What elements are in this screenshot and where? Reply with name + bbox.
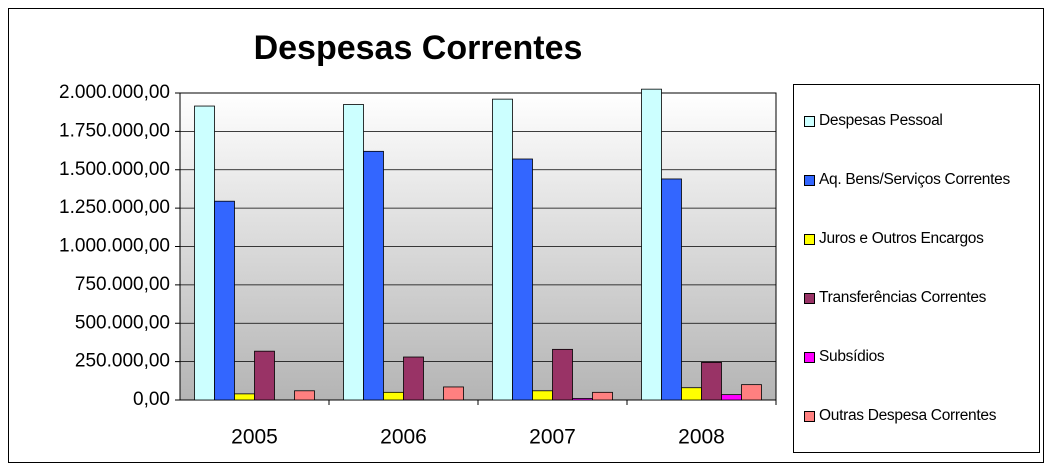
legend-label: Outras Despesa Correntes [819,407,997,425]
legend-swatch [804,115,815,127]
y-tick-label: 2.000.000,00 [59,82,170,103]
bar [443,386,464,401]
bar [234,393,255,401]
bar [592,391,613,401]
legend-item: Despesas Pessoal [804,112,1035,130]
y-tick-label: 750.000,00 [75,274,170,295]
bar [363,150,384,401]
legend-label: Juros e Outros Encargos [819,229,984,247]
x-tick-label: 2007 [529,426,576,449]
bar [254,350,275,401]
bar [641,88,662,401]
legend-item: Transferências Correntes [804,289,1035,307]
bar [741,384,762,401]
bar [721,394,742,401]
legend-item: Aq. Bens/Serviços Correntes [804,171,1035,189]
bar [701,361,722,401]
bar [532,390,553,401]
legend-label: Despesas Pessoal [819,111,943,129]
bar [294,390,315,401]
legend-swatch [804,233,815,245]
y-tick-label: 1.250.000,00 [59,197,170,218]
legend-swatch [804,411,815,423]
y-tick-label: 250.000,00 [75,351,170,372]
legend-swatch [804,174,815,186]
legend-swatch [804,293,815,305]
x-tick-label: 2008 [678,426,725,449]
bar [403,356,424,401]
x-tick-label: 2005 [231,426,278,449]
legend-swatch [804,352,815,364]
legend-item: Juros e Outros Encargos [804,230,1035,248]
bar [343,104,364,401]
y-tick-label: 500.000,00 [75,312,170,333]
y-tick-label: 1.750.000,00 [59,120,170,141]
x-tick-label: 2006 [380,426,427,449]
legend-item: Subsídios [804,348,1035,366]
bar [661,178,682,401]
legend-label: Aq. Bens/Serviços Correntes [819,170,1010,188]
bar [492,98,513,401]
bar [552,348,573,401]
y-tick-label: 1.500.000,00 [59,159,170,180]
bar [214,200,235,401]
bar [383,391,404,401]
bar [572,398,593,401]
y-tick-label: 1.000.000,00 [59,236,170,257]
bar [512,158,533,401]
legend-label: Transferências Correntes [819,289,987,307]
bar [681,387,702,401]
bar [194,105,215,401]
legend-label: Subsídios [819,348,885,366]
legend: Despesas Pessoal Aq. Bens/Serviços Corren… [793,84,1040,453]
y-tick-label: 0,00 [133,389,170,410]
legend-item: Outras Despesa Correntes [804,407,1035,425]
chart-title: Despesas Correntes [254,29,583,67]
